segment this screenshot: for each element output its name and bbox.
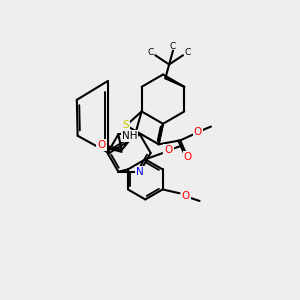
Text: O: O (164, 145, 172, 155)
Text: C: C (148, 48, 154, 57)
Text: O: O (194, 127, 202, 137)
Text: C: C (184, 48, 191, 57)
Text: NH: NH (122, 131, 137, 141)
Text: O: O (98, 140, 106, 150)
Text: C: C (170, 41, 176, 50)
Text: N: N (136, 167, 144, 177)
Text: O: O (182, 191, 190, 201)
Text: O: O (184, 152, 192, 162)
Text: S: S (123, 121, 129, 130)
